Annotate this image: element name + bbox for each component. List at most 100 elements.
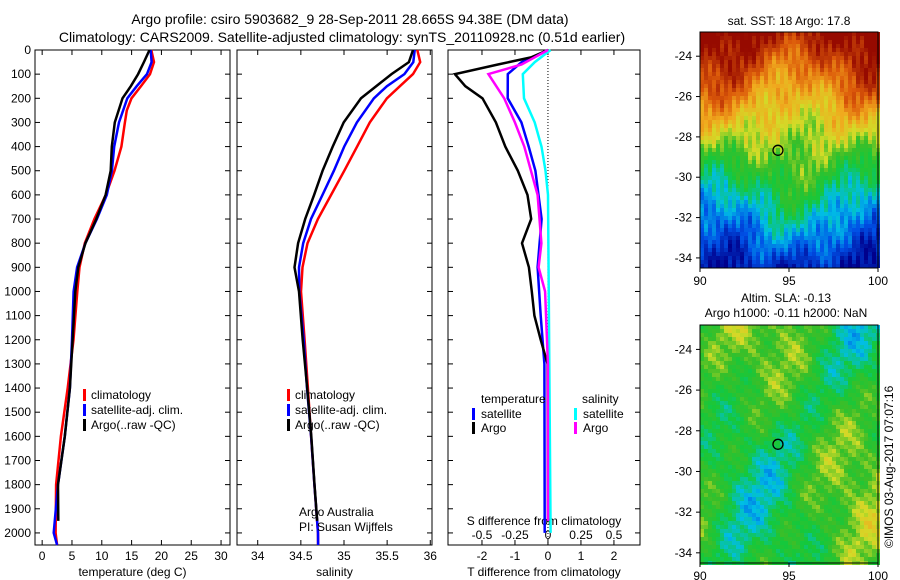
map-cell [760,333,764,337]
map-cell [824,144,828,148]
map-cell [736,409,740,413]
map-cell [760,252,764,256]
map-cell [852,461,856,465]
map-cell [744,333,748,337]
map-cell [820,409,824,413]
map-cell [848,493,852,497]
map-cell [796,425,800,429]
map-cell [860,32,864,36]
map-cell [728,445,732,449]
map-cell [836,128,840,132]
map-cell [776,196,780,200]
map-cell [788,525,792,529]
map-cell [804,80,808,84]
map-cell [852,425,856,429]
map-cell [712,176,716,180]
map-cell [784,48,788,52]
map-cell [792,385,796,389]
map-cell [784,393,788,397]
map-cell [772,425,776,429]
map-cell [868,521,872,525]
map-cell [824,152,828,156]
map-cell [784,477,788,481]
map-cell [832,124,836,128]
map-cell [860,96,864,100]
map-cell [732,417,736,421]
map-cell [860,325,864,329]
map-cell [840,248,844,252]
map-cell [800,208,804,212]
map-cell [772,264,776,268]
map-cell [820,465,824,469]
map-cell [772,417,776,421]
map-cell [724,473,728,477]
map-cell [796,100,800,104]
map-cell [852,469,856,473]
map-cell [776,88,780,92]
map-cell [708,124,712,128]
map-cell [832,341,836,345]
map-cell [752,525,756,529]
map-cell [820,160,824,164]
map-cell [816,449,820,453]
map-cell [804,497,808,501]
map-cell [808,329,812,333]
map-cell [744,381,748,385]
map-cell [808,172,812,176]
map-cell [748,485,752,489]
map-cell [844,393,848,397]
map-cell [796,44,800,48]
map-cell [736,433,740,437]
map-cell [708,44,712,48]
map-cell [772,481,776,485]
map-cell [712,389,716,393]
map-cell [748,196,752,200]
map-cell [724,477,728,481]
map-cell [704,132,708,136]
map-cell [864,244,868,248]
map-cell [752,521,756,525]
map-cell [708,256,712,260]
map-cell [704,220,708,224]
map-cell [828,373,832,377]
map-cell [816,433,820,437]
map-cell [856,164,860,168]
map-cell [840,228,844,232]
map-cell [736,84,740,88]
map-cell [744,108,748,112]
map-cell [728,152,732,156]
map-cell [728,136,732,140]
map-cell [760,44,764,48]
map-cell [808,421,812,425]
map-cell [704,188,708,192]
map-cell [756,120,760,124]
map-cell [736,52,740,56]
map-cell [784,36,788,40]
map-cell [716,40,720,44]
map-cell [796,353,800,357]
map-cell [840,505,844,509]
map-cell [784,469,788,473]
map-cell [812,509,816,513]
map-cell [792,232,796,236]
map-cell [748,325,752,329]
map-cell [824,337,828,341]
map-cell [844,208,848,212]
map-cell [860,405,864,409]
map-cell [724,244,728,248]
map-cell [828,449,832,453]
map-cell [860,132,864,136]
map-cell [840,196,844,200]
map-cell [836,393,840,397]
map-cell [820,100,824,104]
map-cell [772,501,776,505]
map-cell [736,128,740,132]
map-cell [804,425,808,429]
map-cell [796,228,800,232]
map-cell [764,441,768,445]
map-cell [812,453,816,457]
map-cell [804,493,808,497]
map-cell [768,389,772,393]
map-cell [700,461,704,465]
map-cell [836,40,840,44]
